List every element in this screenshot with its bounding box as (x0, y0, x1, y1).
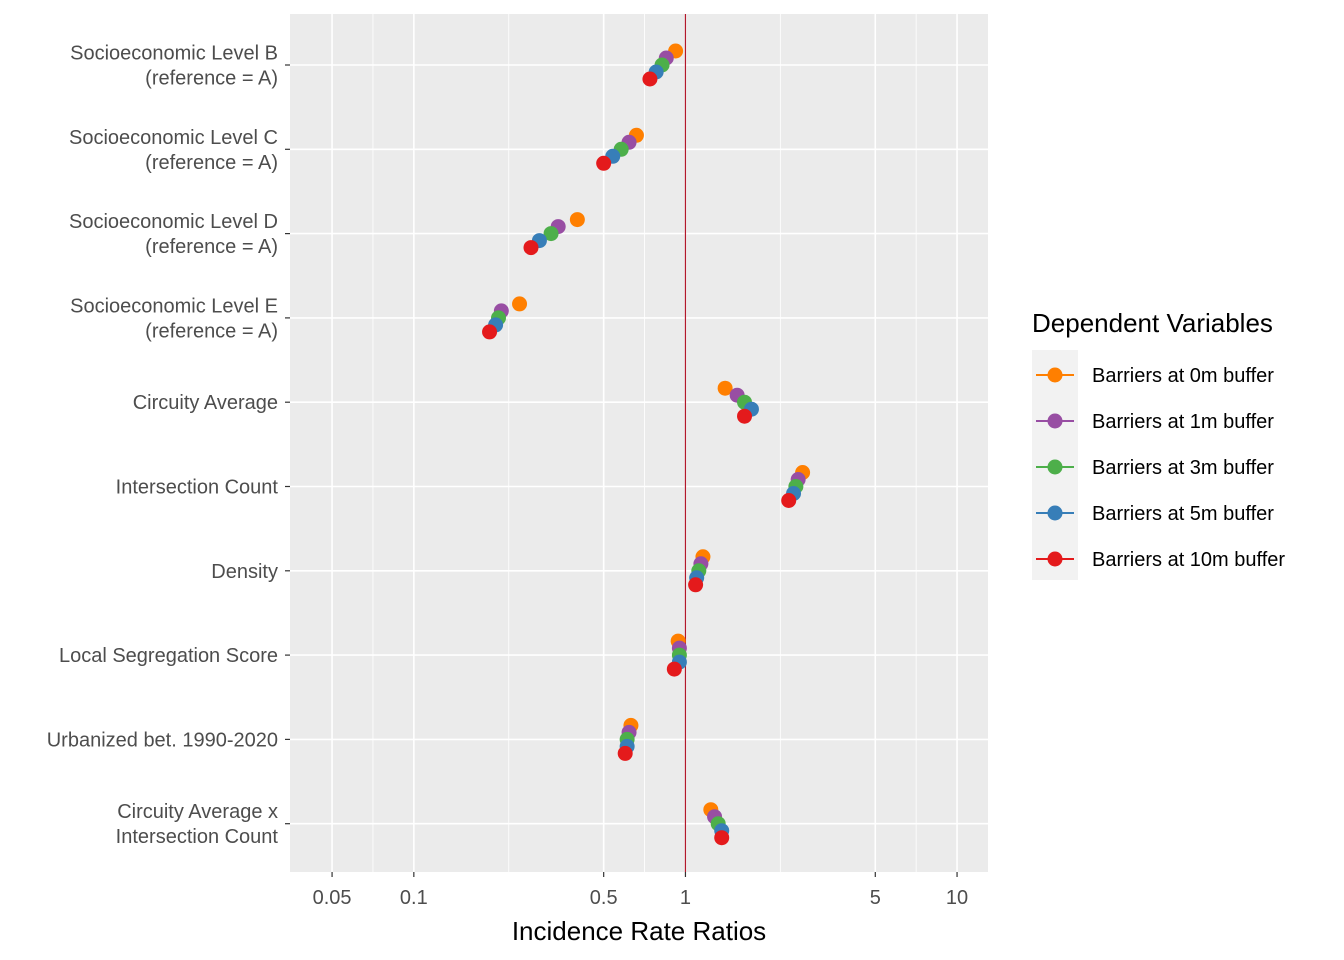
data-point (688, 577, 704, 593)
y-tick-label: Intersection Count (116, 477, 279, 499)
y-tick-label: Circuity Average x (117, 801, 278, 823)
x-axis: 0.05 0.1 0.5 1 5 10 (313, 872, 968, 909)
legend-label: Barriers at 5m buffer (1092, 503, 1274, 525)
legend-key-point (1047, 505, 1063, 521)
y-tick-label: (reference = A) (145, 68, 278, 90)
x-tick-label: 1 (680, 887, 691, 909)
data-point (666, 661, 682, 677)
y-tick-label: Socioeconomic Level D (69, 211, 278, 233)
data-point (737, 408, 753, 424)
y-tick-label: Socioeconomic Level B (70, 43, 278, 65)
x-tick-label: 5 (870, 887, 881, 909)
grid-minor (372, 14, 917, 872)
legend-key-point (1047, 413, 1063, 429)
legend-label: Barriers at 1m buffer (1092, 411, 1274, 433)
legend-key-point (1047, 459, 1063, 475)
data-point (569, 212, 585, 228)
y-tick-label: Intersection Count (116, 826, 279, 848)
x-tick-label: 0.1 (400, 887, 428, 909)
legend-label: Barriers at 3m buffer (1092, 457, 1274, 479)
y-tick-label: Local Segregation Score (59, 645, 278, 667)
legend-items: Barriers at 0m buffer Barriers at 1m buff… (1036, 365, 1285, 571)
y-tick-label: Urbanized bet. 1990-2020 (47, 729, 278, 751)
x-axis-title: Incidence Rate Ratios (512, 916, 766, 946)
data-point (512, 296, 528, 312)
legend-label: Barriers at 10m buffer (1092, 549, 1285, 571)
data-point (617, 745, 633, 761)
data-point (642, 71, 658, 87)
legend-key-point (1047, 367, 1063, 383)
y-tick-label: Socioeconomic Level C (69, 127, 278, 149)
data-point (596, 155, 612, 171)
y-tick-label: Socioeconomic Level E (70, 295, 278, 317)
y-tick-label: (reference = A) (145, 320, 278, 342)
legend-key-point (1047, 551, 1063, 567)
y-tick-label: (reference = A) (145, 152, 278, 174)
plot-panel (290, 14, 988, 872)
data-point (717, 380, 733, 396)
x-tick-label: 0.5 (590, 887, 618, 909)
data-point (543, 226, 559, 242)
y-tick-label: Circuity Average (133, 392, 278, 414)
legend-title: Dependent Variables (1032, 308, 1273, 338)
legend: Dependent Variables Barriers at 0m buffe… (1032, 308, 1285, 580)
y-tick-label: (reference = A) (145, 236, 278, 258)
data-point (714, 830, 730, 846)
grid-major (290, 14, 988, 872)
y-tick-label: Density (211, 561, 278, 583)
data-point (781, 493, 797, 508)
x-tick-label: 0.05 (313, 887, 352, 909)
y-axis: Socioeconomic Level B (reference = A) Soci… (47, 43, 290, 848)
data-point (523, 240, 539, 256)
legend-label: Barriers at 0m buffer (1092, 365, 1274, 387)
data-points (482, 43, 811, 846)
data-point (482, 324, 498, 340)
x-tick-label: 10 (946, 887, 968, 909)
